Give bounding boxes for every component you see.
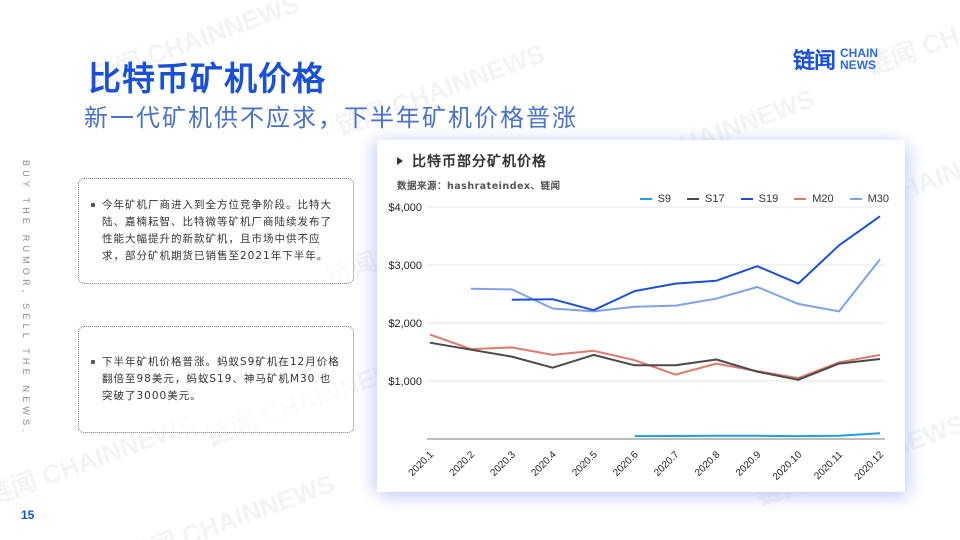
y-tick-label: $3,000 [388,260,422,272]
x-tick-label: 2020.5 [570,449,600,479]
series-line-s17 [429,341,881,381]
chart-source: 数据来源：hashrateindex、链闻 [397,181,561,192]
logo-en-text: CHAIN NEWS [840,47,878,71]
series-line-s9 [634,432,881,438]
x-tick-label: 2020.2 [448,449,478,479]
legend-item-s19[interactable]: S19 [740,193,779,205]
legend-label: S9 [657,193,672,205]
note-bullet: 下半年矿机价格普涨。蚂蚁S9矿机在12月价格翻倍至98美元，蚂蚁S19、神马矿机… [91,354,341,405]
chainnews-logo: 链闻 CHAIN NEWS [793,43,878,75]
legend-label: S17 [705,193,725,205]
x-tick-label: 2020.8 [693,449,723,479]
note-bullet: 今年矿机厂商进入到全方位竞争阶段。比特大陆、嘉楠耘智、比特微等矿机厂商陆续发布了… [91,197,341,265]
chart-title: 比特币部分矿机价格 [397,151,547,171]
triangle-bullet-icon [397,157,403,165]
line-chart: $1,000 $2,000 $3,000 $4,000 2020.1 2020.2 2020… [388,202,887,483]
chart-title-text: 比特币部分矿机价格 [412,154,547,170]
logo-cn-text: 链闻 [793,49,836,74]
page-subtitle: 新一代矿机供不应求，下半年矿机价格普涨 [84,104,578,132]
legend-swatch-icon [794,198,807,200]
note-box: 下半年矿机价格普涨。蚂蚁S9矿机在12月价格翻倍至98美元，蚂蚁S19、神马矿机… [78,326,354,433]
legend-swatch-icon [740,198,753,200]
x-tick-label: 2020.10 [771,449,805,483]
logo-en-line2: NEWS [840,58,877,72]
x-tick-label: 2020.3 [489,449,519,479]
series-line-s19 [511,215,881,312]
legend-item-m30[interactable]: M30 [849,193,889,205]
y-tick-label: $2,000 [388,318,422,330]
y-tick-label: $1,000 [388,376,422,388]
legend-swatch-icon [687,198,700,200]
page-number: 15 [21,508,35,522]
legend-swatch-icon [639,198,652,200]
x-tick-label: 2020.12 [853,449,887,483]
x-tick-label: 2020.1 [407,449,437,479]
chart-legend: S9 S17 S19 M20 M30 [639,193,889,205]
legend-item-s9[interactable]: S9 [639,193,672,205]
x-tick-label: 2020.11 [812,449,845,482]
x-tick-label: 2020.6 [611,449,641,479]
legend-item-s17[interactable]: S17 [687,193,725,205]
legend-swatch-icon [849,198,862,200]
x-tick-label: 2020.9 [734,449,764,479]
legend-label: M30 [867,193,889,205]
x-tick-label: 2020.4 [529,449,559,479]
note-box: 今年矿机厂商进入到全方位竞争阶段。比特大陆、嘉楠耘智、比特微等矿机厂商陆续发布了… [78,178,354,284]
legend-label: M20 [812,193,834,205]
legend-label: S19 [758,193,779,205]
series-line-m30 [470,258,881,313]
watermark: 链闻 CHAINNEWS [122,468,339,540]
chart-card: 比特币部分矿机价格 数据来源：hashrateindex、链闻 S9 S17 S19… [377,140,905,492]
series-line-m20 [429,333,881,380]
page-title: 比特币矿机价格 [88,59,326,98]
x-tick-label: 2020.7 [652,449,682,479]
side-slogan: BUY THE RUMOR, SELL THE NEWS. [21,160,31,436]
legend-item-m20[interactable]: M20 [794,193,834,205]
logo-en-line1: CHAIN [840,46,879,60]
y-tick-label: $4,000 [388,202,422,214]
